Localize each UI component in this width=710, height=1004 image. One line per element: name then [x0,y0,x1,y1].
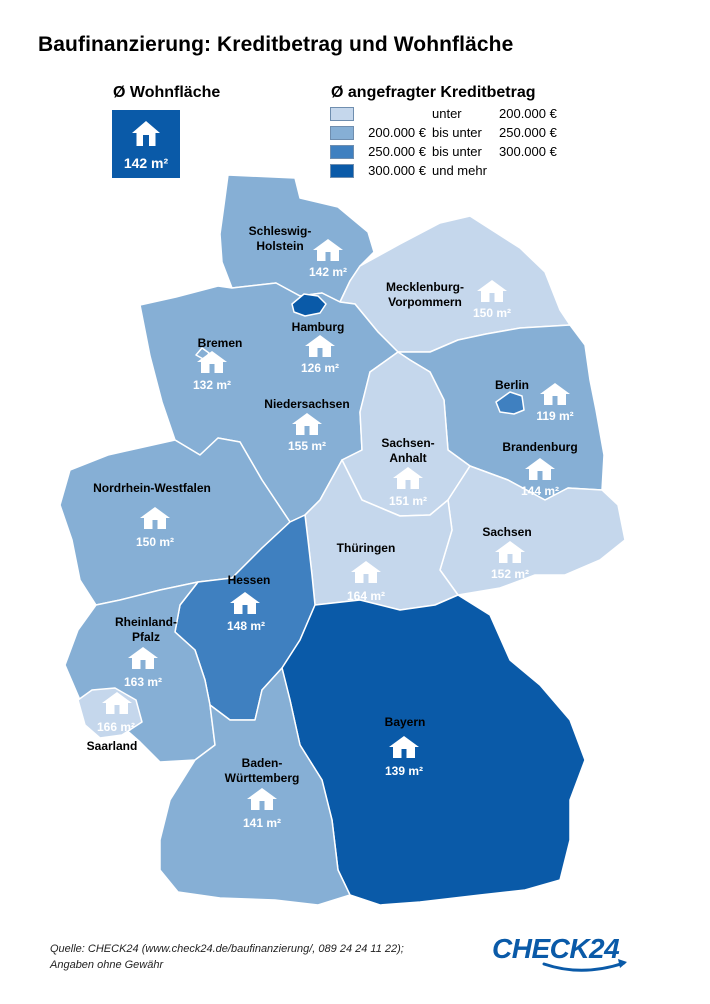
region-label-th: Thüringen 164 m² [337,541,396,603]
region-name: Niedersachsen [264,397,349,411]
legend-swatch [330,126,354,140]
legend-operator: bis unter [432,125,482,140]
legend-from: 200.000 € [368,125,426,140]
logo-swoosh [542,961,626,972]
region-value: 142 m² [309,265,347,279]
region-label-by: Bayern 139 m² [385,715,426,778]
region-label-rp: Rheinland- Pfalz 163 m² [115,615,177,689]
region-name: Baden- [242,756,283,770]
region-name: Holstein [256,239,303,253]
region-name: Saarland [87,739,138,753]
region-label-sl: 166 m² Saarland [87,692,138,753]
region-label-st: Sachsen- Anhalt 151 m² [381,436,434,508]
region-value: 132 m² [193,378,231,392]
region-label-be: Berlin 119 m² [495,378,574,423]
region-shape-be [495,391,525,415]
region-value: 126 m² [301,361,339,375]
region-value: 141 m² [243,816,281,830]
region-label-hb: Bremen 132 m² [193,336,242,392]
house-icon [132,121,160,146]
region-name: Rheinland- [115,615,177,629]
source-note: Quelle: CHECK24 (www.check24.de/baufinan… [50,943,404,955]
region-value: 155 m² [288,439,326,453]
page-title: Baufinanzierung: Kreditbetrag und Wohnfl… [38,33,514,56]
legend-to: 300.000 € [499,144,557,159]
legend-operator: unter [432,106,462,121]
region-label-nw: Nordrhein-Westfalen 150 m² [93,481,211,549]
average-heading: Ø Wohnfläche [113,84,221,101]
region-label-sh: Schleswig- Holstein 142 m² [249,224,347,279]
region-name: Württemberg [225,771,300,785]
region-value: 163 m² [124,675,162,689]
region-label-bw: Baden- Württemberg 141 m² [225,756,300,830]
legend-operator: und mehr [432,163,487,178]
legend-swatch [330,107,354,121]
region-value: 150 m² [473,306,511,320]
region-shape-hh [291,293,327,317]
region-value: 164 m² [347,589,385,603]
region-name: Hessen [228,573,271,587]
average-value: 142 m² [123,155,169,171]
legend-heading: Ø angefragter Kreditbetrag [331,84,536,101]
region-name: Pfalz [132,630,160,644]
region-name: Thüringen [337,541,396,555]
region-value: 139 m² [385,764,423,778]
legend-to: 200.000 € [499,106,557,121]
region-label-mv: Mecklenburg- Vorpommern 150 m² [386,280,511,320]
region-name: Anhalt [389,451,426,465]
region-name: Sachsen [482,525,531,539]
region-value: 148 m² [227,619,265,633]
region-label-hh: Hamburg 126 m² [292,320,345,375]
region-name: Sachsen- [381,436,434,450]
region-label-bb: Brandenburg 144 m² [502,440,577,498]
region-shape-bw [159,667,351,906]
region-name: Vorpommern [388,295,462,309]
legend-swatch [330,145,354,159]
region-value: 119 m² [536,409,573,423]
region-name: Berlin [495,378,529,392]
logo-arrow [618,959,627,968]
region-value: 144 m² [521,484,559,498]
region-value: 151 m² [389,494,427,508]
region-value: 150 m² [136,535,174,549]
region-value: 166 m² [97,720,135,734]
legend-operator: bis unter [432,144,482,159]
region-name: Bremen [198,336,243,350]
source-disclaimer: Angaben ohne Gewähr [50,959,164,971]
legend-swatch [330,164,354,178]
region-label-ni: Niedersachsen 155 m² [264,397,349,453]
region-name: Bayern [385,715,426,729]
region-labels: Schleswig- Holstein 142 m² Hamburg 126 m… [87,224,578,830]
region-name: Nordrhein-Westfalen [93,481,211,495]
legend-from: 250.000 € [368,144,426,159]
legend-to: 250.000 € [499,125,557,140]
logo-text: CHECK24 [492,933,620,964]
check24-logo: CHECK24 [492,933,627,972]
legend-from: 300.000 € [368,163,426,178]
region-label-sn: Sachsen 152 m² [482,525,531,581]
region-name: Mecklenburg- [386,280,464,294]
average-box: 142 m² [112,110,180,178]
region-value: 152 m² [491,567,529,581]
region-name: Brandenburg [502,440,577,454]
region-label-he: Hessen 148 m² [227,573,270,633]
region-name: Hamburg [292,320,345,334]
region-name: Schleswig- [249,224,312,238]
